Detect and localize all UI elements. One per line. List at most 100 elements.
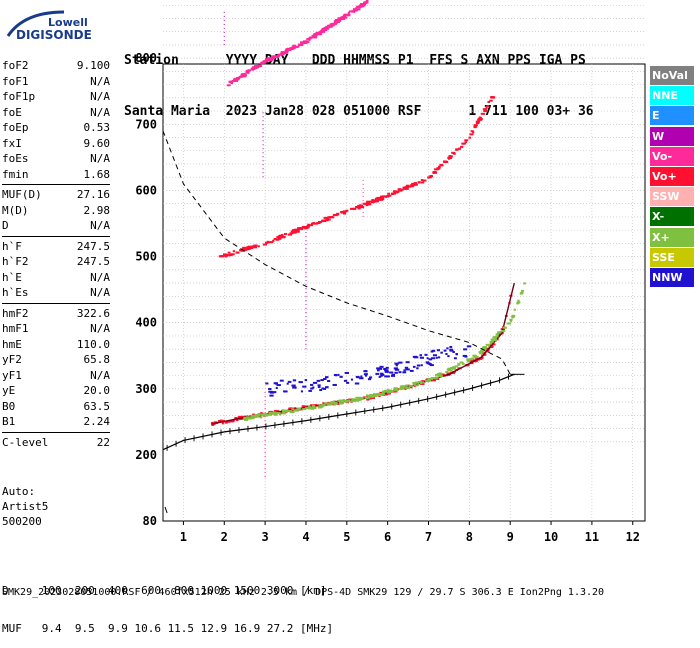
param-row: fxI 9.60 <box>2 136 110 152</box>
trace-point <box>393 192 397 195</box>
trace-point <box>231 79 234 82</box>
trace-point <box>355 396 360 399</box>
trace-point <box>318 31 322 34</box>
trace-point <box>477 118 481 121</box>
trace-point <box>227 251 231 254</box>
trace-point <box>332 383 337 386</box>
trace-point <box>262 413 267 416</box>
param-label: h`F <box>2 239 22 253</box>
trace-point <box>326 217 329 220</box>
trace-point <box>298 44 303 47</box>
trace-point <box>412 382 417 385</box>
trace-point <box>322 219 326 222</box>
trace-point <box>402 386 408 389</box>
trace-point <box>363 373 368 376</box>
trace-point <box>399 386 403 389</box>
trace-point <box>453 357 457 360</box>
trace-point <box>316 31 319 34</box>
trace-point <box>443 160 447 163</box>
trace-point <box>340 210 344 213</box>
trace-point <box>393 367 398 370</box>
trace-point <box>389 389 392 392</box>
trace-point <box>291 408 294 411</box>
trace-point <box>405 184 410 187</box>
trace-point <box>252 414 257 417</box>
param-value: 9.100 <box>76 59 110 72</box>
trace-point <box>283 390 286 393</box>
trace-point <box>383 389 387 392</box>
trace-point <box>295 230 300 233</box>
trace-point <box>441 164 444 167</box>
x-tick-label: 6 <box>384 530 391 544</box>
trace-point <box>398 371 402 374</box>
param-label: MUF(D) <box>2 188 42 201</box>
trace-point <box>396 190 400 193</box>
trace-point <box>464 141 467 144</box>
trace-point <box>280 53 285 56</box>
trace-point <box>273 409 277 412</box>
trace-point <box>381 390 386 393</box>
trace-point <box>335 20 341 23</box>
trace-point <box>334 374 338 377</box>
trace-point <box>308 389 312 392</box>
trace-point <box>258 413 264 416</box>
trace-point <box>430 378 434 381</box>
trace-point <box>414 183 418 186</box>
trace-point <box>326 402 330 405</box>
trace-point <box>473 125 477 128</box>
trace-point <box>292 229 295 232</box>
trace-point <box>275 238 280 241</box>
param-label: B0 <box>2 399 16 413</box>
param-label: h`F2 <box>2 255 29 268</box>
trace-point <box>270 411 273 414</box>
trace-point <box>374 197 379 200</box>
trace-point <box>490 96 495 99</box>
trace-point <box>245 71 249 74</box>
trace-point <box>266 241 271 244</box>
trace-point <box>269 241 274 244</box>
trace-point <box>523 282 526 285</box>
trace-point <box>273 413 278 416</box>
trace-point <box>447 355 450 358</box>
trace-point <box>336 19 341 22</box>
param-label: hmF2 <box>2 306 29 320</box>
trace-point <box>401 188 404 191</box>
trace-point <box>376 199 380 202</box>
auto-scaling-info: Auto: Artist5 500200 <box>2 484 48 529</box>
trace-point <box>343 212 347 215</box>
param-value: N/A <box>90 74 110 88</box>
trace-point <box>316 222 320 225</box>
trace-point <box>284 51 289 54</box>
trace-point <box>225 253 229 256</box>
trace-point <box>447 369 451 372</box>
trace-point <box>417 383 420 386</box>
trace-point <box>317 220 321 223</box>
trace-point <box>276 411 281 414</box>
trace-point <box>311 405 316 408</box>
trace-point <box>462 142 466 145</box>
trace-point <box>256 64 260 67</box>
param-value: N/A <box>90 286 110 299</box>
trace-point <box>301 405 306 408</box>
trace-point <box>317 386 321 389</box>
trace-point <box>276 384 281 387</box>
x-tick-label: 10 <box>544 530 558 544</box>
param-row: foEp 0.53 <box>2 120 110 136</box>
trace-point <box>434 373 440 376</box>
trace-point <box>233 79 236 82</box>
trace-point <box>434 377 438 380</box>
trace-point <box>290 411 295 414</box>
param-label: foF2 <box>2 59 29 72</box>
trace-point <box>356 8 361 11</box>
trace-point <box>517 299 520 302</box>
trace-point <box>386 375 390 378</box>
trace-point <box>303 40 307 43</box>
trace-point <box>489 340 494 343</box>
trace-point <box>221 422 224 425</box>
trace-point <box>321 387 325 390</box>
trace-point <box>286 47 291 50</box>
trace-point <box>302 385 307 388</box>
trace-point <box>251 67 254 70</box>
trace-point <box>381 195 385 198</box>
param-row: fmin 1.68 <box>2 167 110 183</box>
